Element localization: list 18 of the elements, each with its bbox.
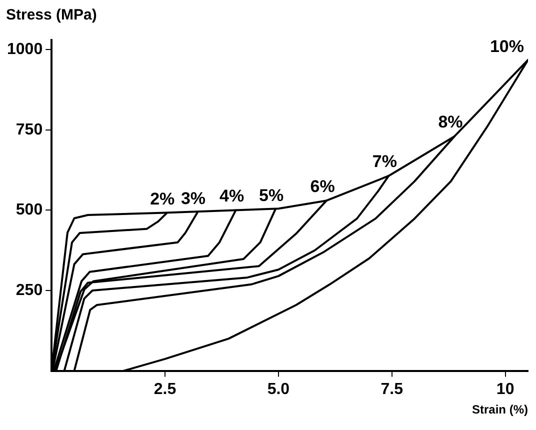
annotation: 4% [220, 186, 244, 206]
y-tick-label: 500 [16, 202, 43, 219]
x-tick-label: 7.5 [380, 380, 404, 398]
y-axis-title: Stress (MPa) [6, 6, 97, 24]
annotation: 10% [490, 37, 524, 56]
y-tick-label: 250 [16, 282, 43, 299]
y-tick-label: 1000 [7, 41, 43, 58]
x-axis-title: Strain (%) [472, 402, 528, 416]
x-tick-label: 5.0 [267, 380, 290, 398]
annotation: 3% [180, 188, 206, 208]
annotation: 6% [310, 176, 335, 196]
annotation: 2% [150, 190, 175, 209]
y-tick-label: 750 [16, 121, 43, 138]
annotation: 5% [258, 186, 284, 205]
annotation: 8% [438, 112, 463, 132]
x-tick-label: 10 [496, 380, 514, 398]
annotation: 7% [372, 152, 397, 172]
x-tick-label: 2.5 [154, 380, 176, 398]
